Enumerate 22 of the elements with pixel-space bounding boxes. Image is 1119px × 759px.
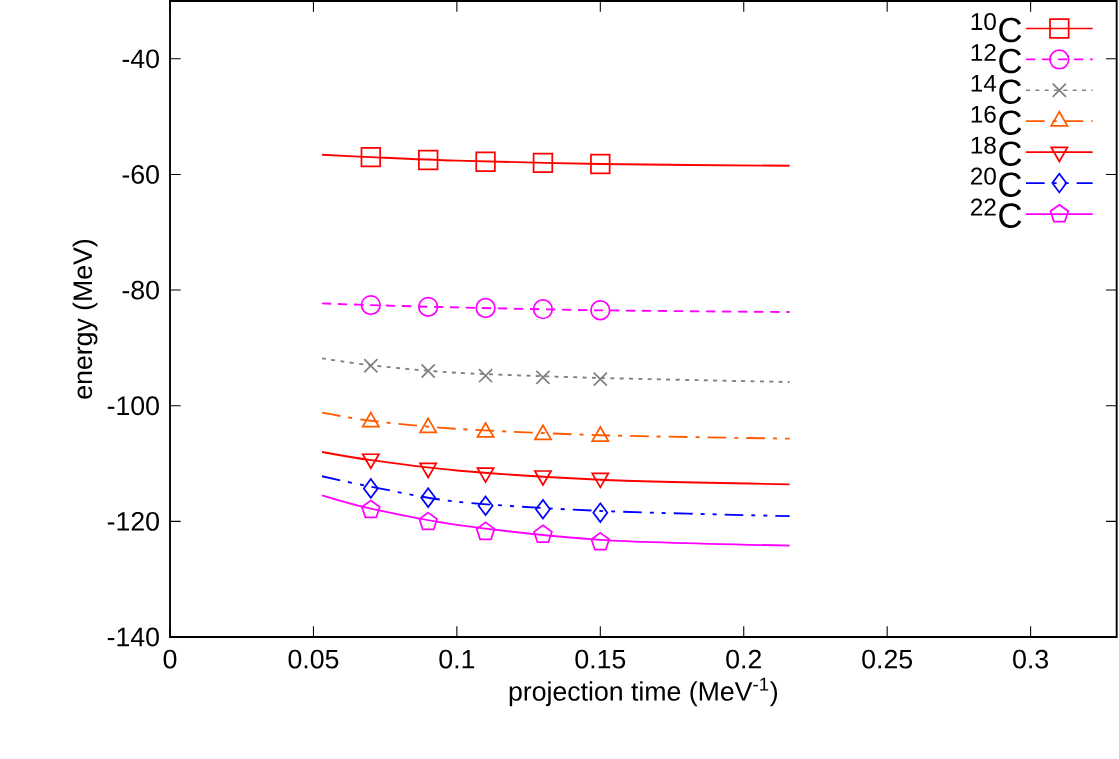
x-tick-label: 0.1	[439, 649, 475, 669]
x-tick-label: 0.3	[1013, 649, 1048, 669]
legend-label: $^{12}$C	[971, 43, 1022, 74]
legend-label: $^{16}$C	[971, 105, 1022, 135]
x-tick-label: 0	[163, 649, 177, 669]
y-axis-title: energy (MeV)	[72, 239, 98, 399]
x-tick-label: 0.05	[288, 649, 339, 669]
y-tick-label: -80	[122, 280, 159, 300]
x-axis-title: projection time (MeV$^{-1}$)	[509, 677, 778, 707]
legend-label: $^{10}$C	[971, 12, 1022, 43]
y-tick-label: -60	[122, 165, 159, 184]
legend-label: $^{20}$C	[971, 167, 1022, 197]
y-tick-label: -100	[107, 396, 159, 416]
x-tick-label: 0.2	[726, 649, 761, 669]
legend-label: $^{18}$C	[971, 136, 1022, 166]
legend-label: $^{22}$C	[971, 198, 1022, 228]
y-tick-label: -40	[122, 49, 159, 69]
y-tick-label: -120	[107, 511, 159, 531]
x-tick-label: 0.25	[862, 649, 913, 669]
y-tick-label: -140	[107, 627, 159, 647]
legend-label: $^{14}$C	[971, 74, 1022, 104]
x-tick-label: 0.15	[575, 649, 626, 669]
